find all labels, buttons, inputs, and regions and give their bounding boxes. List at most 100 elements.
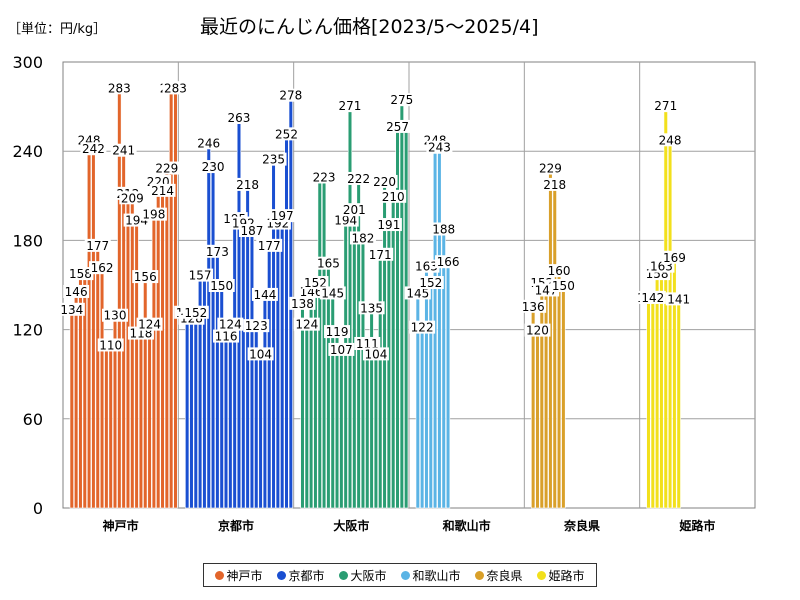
data-label-bg [354,336,381,350]
bar [304,323,309,509]
y-tick-label: 180 [12,231,43,250]
data-label: 209 [121,191,144,205]
bar [143,275,148,509]
data-label: 135 [360,301,383,315]
bar [445,260,451,509]
data-label: 145 [406,286,429,300]
chart-title: 最近のにんじん価格[2023/5～2025/4] [200,16,539,38]
data-label: 222 [347,172,370,186]
bar [378,253,383,509]
bar [360,237,366,509]
data-label: 124 [295,318,318,332]
data-label: 150 [210,279,233,293]
data-label-bg [67,267,94,281]
data-label-bg [661,250,688,264]
y-tick-label: 300 [12,53,43,72]
bar [386,223,391,509]
x-tick-label: 和歌山市 [442,518,491,533]
legend-marker-icon [339,570,349,580]
data-label-bg [426,140,453,154]
bar [151,213,157,509]
data-label: 198 [142,208,165,222]
legend-item: 神戸市 [215,567,263,584]
data-label-bg [247,347,274,361]
data-label: 124 [138,318,161,332]
bar [134,219,139,509]
bar [548,167,553,509]
bar [258,353,263,509]
data-label: 116 [215,330,238,344]
data-label: 104 [364,347,387,361]
data-label: 252 [275,127,298,141]
data-label-bg [63,284,90,298]
bar [650,296,655,509]
legend-marker-icon [215,570,225,580]
data-label: 130 [104,309,127,323]
bar [676,298,681,509]
y-tick-label: 60 [23,410,43,429]
data-label: 110 [99,338,122,352]
data-label-bg [273,127,300,141]
bar [267,244,272,509]
bar [228,323,233,509]
data-label-bg [106,81,133,95]
data-label-bg [204,244,231,258]
bar [552,183,557,509]
bar [169,86,174,509]
data-label: 107 [330,343,353,357]
data-label: 188 [432,223,455,237]
bar [556,269,562,509]
bar-chart: 1341461582482421771621101302832412122091… [12,53,756,533]
data-label: 187 [240,224,263,238]
bar [189,317,194,509]
data-label-bg [89,261,116,275]
data-label-bg [384,119,411,133]
legend-label: 姫路市 [548,568,585,583]
data-label-bg [132,270,159,284]
legend-item: 奈良県 [475,567,523,584]
bar [347,104,353,509]
bar [373,353,379,509]
bar [185,311,190,509]
data-label: 158 [69,267,92,281]
data-label: 165 [317,257,340,271]
bar [343,219,348,509]
bar [241,222,246,509]
data-label-bg [277,88,304,102]
data-label: 235 [262,153,285,167]
bar [147,323,152,509]
bar [663,104,668,509]
data-label-bg [362,347,389,361]
data-label-bg [140,207,167,221]
x-tick-label: 神戸市 [103,518,139,533]
legend-marker-icon [401,570,411,580]
data-label-bg [435,255,462,269]
data-label-bg [375,218,402,232]
data-label-bg [413,259,440,273]
unit-label: ［単位：円/kg］ [8,22,107,37]
data-label-bg [182,305,209,319]
data-label-bg [409,320,436,334]
bar [543,289,549,509]
data-label: 275 [390,93,413,107]
data-label: 223 [313,170,336,184]
data-label: 152 [419,276,442,290]
bar [160,189,165,509]
x-tick-label: 姫路市 [679,518,715,533]
data-label: 210 [382,190,405,204]
data-label-bg [153,161,180,175]
data-label-bg [417,276,444,290]
data-label-bg [289,296,316,310]
data-label-bg [84,238,111,252]
data-label-bg [225,111,252,125]
bar [391,195,396,509]
legend-marker-icon [537,570,547,580]
data-label: 283 [164,81,187,95]
data-label-bg [260,152,287,166]
data-label: 145 [321,286,344,300]
data-label-bg [187,268,214,282]
data-label-bg [102,308,129,322]
data-label-bg [238,223,265,237]
bar [334,330,340,509]
data-label: 152 [184,306,207,320]
